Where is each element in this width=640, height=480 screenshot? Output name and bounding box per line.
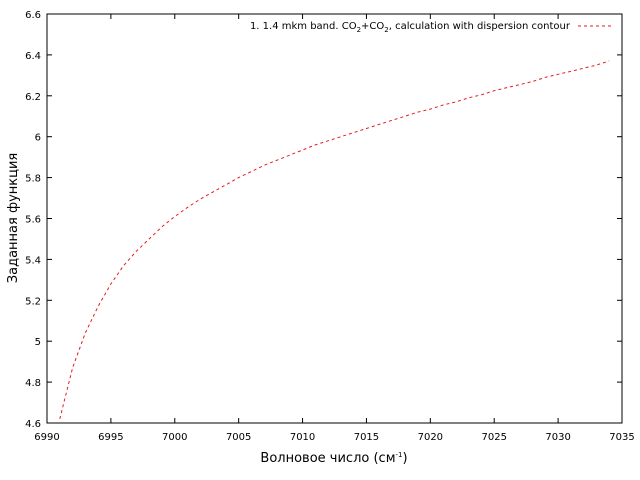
y-axis-label: Заданная функция [6, 153, 21, 283]
x-axis-ticks: 6990 6995 7000 7005 7010 7015 7020 7025 7030 7035 [34, 14, 635, 443]
series-group [59, 60, 610, 420]
x-axis-label: Волновое число (см-1) [260, 451, 407, 466]
x-tick-label: 6990 [34, 432, 59, 443]
y-axis-ticks: 4.6 4.8 5 5.2 5.4 5.6 5.8 6 6.2 6.4 6.6 [25, 10, 622, 430]
y-tick-label: 6.4 [25, 51, 41, 62]
x-tick-label: 7010 [290, 432, 315, 443]
y-tick-label: 5.4 [25, 255, 41, 266]
x-tick-label: 7015 [354, 432, 379, 443]
y-tick-label: 6.2 [25, 92, 41, 103]
plot-frame [46, 13, 623, 424]
x-tick-label: 6995 [98, 432, 123, 443]
x-tick-label: 7000 [162, 432, 187, 443]
x-tick-label: 7035 [609, 432, 634, 443]
x-tick-label: 7030 [545, 432, 570, 443]
legend-entry: 1. 1.4 mkm band. CO2+CO2, calculation wi… [250, 21, 571, 34]
y-tick-label: 5.6 [25, 215, 41, 226]
y-tick-label: 4.8 [25, 378, 41, 389]
x-tick-label: 7025 [481, 432, 506, 443]
y-tick-label: 5.2 [25, 296, 41, 307]
series-line [59, 60, 610, 420]
y-tick-label: 4.6 [25, 419, 41, 430]
legend: 1. 1.4 mkm band. CO2+CO2, calculation wi… [250, 21, 612, 34]
x-tick-label: 7005 [226, 432, 251, 443]
y-tick-label: 5.8 [25, 174, 41, 185]
x-tick-label: 7020 [418, 432, 443, 443]
y-tick-label: 5 [35, 337, 41, 348]
y-tick-label: 6.6 [25, 10, 41, 21]
y-tick-label: 6 [35, 133, 41, 144]
